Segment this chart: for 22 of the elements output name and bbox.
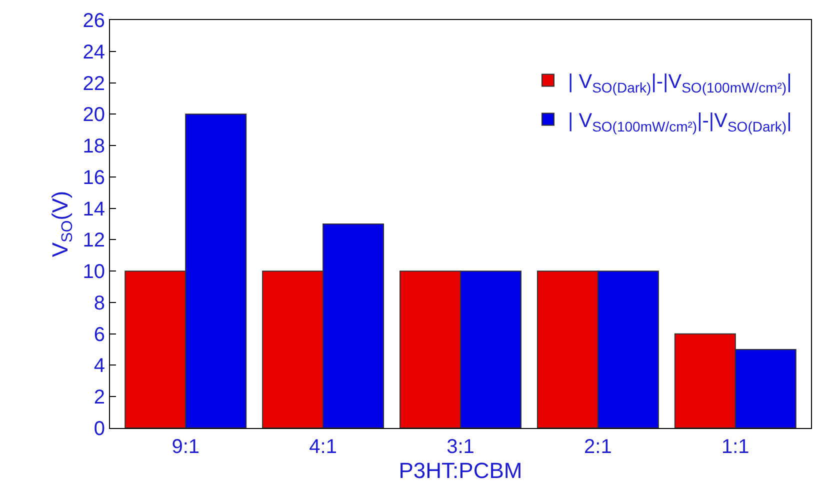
y-tick-label: 8 <box>94 292 105 314</box>
y-tick-label: 26 <box>82 10 105 32</box>
y-tick-label: 12 <box>82 230 105 252</box>
y-tick-label: 16 <box>82 166 105 189</box>
x-tick-label: 3:1 <box>446 436 474 458</box>
legend-label: | V$_{SO(Dark)}$|-|V$_{SO(100mW/cm²)}$| <box>568 71 792 96</box>
y-tick-label: 2 <box>94 386 105 409</box>
y-tick-label: 6 <box>94 324 105 346</box>
y-tick-label: 18 <box>82 136 105 158</box>
y-tick-label: 24 <box>82 41 105 64</box>
y-tick-label: 4 <box>94 355 105 378</box>
y-tick-label: 22 <box>82 72 105 95</box>
y-tick-label: 14 <box>82 198 105 220</box>
x-tick-label: 1:1 <box>721 436 750 458</box>
y-tick-label: 20 <box>82 104 105 126</box>
x-tick-label: 9:1 <box>172 436 200 458</box>
y-tick-label: 0 <box>94 418 105 440</box>
y-tick-label: 10 <box>82 261 105 284</box>
x-tick-label: 2:1 <box>584 436 612 458</box>
x-tick-label: 4:1 <box>309 436 337 458</box>
legend-label: | V$_{SO(100mW/cm²)}$|-|V$_{SO(Dark)}$| <box>568 110 792 134</box>
x-axis-title: P3HT:PCBM <box>398 458 522 483</box>
